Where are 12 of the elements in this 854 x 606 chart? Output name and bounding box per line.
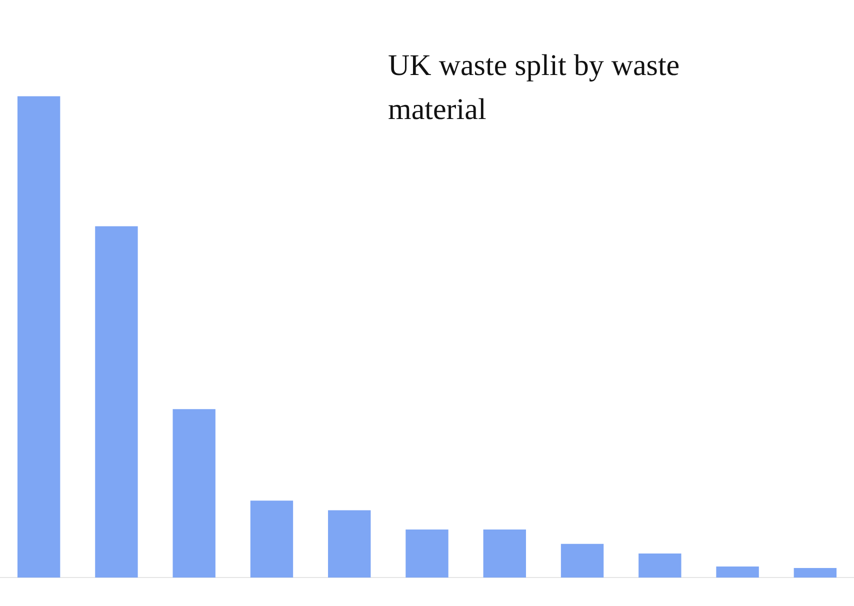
chart-title: UK waste split by waste material xyxy=(388,48,681,128)
bar xyxy=(17,96,60,578)
bar xyxy=(250,500,294,578)
bar xyxy=(172,409,216,578)
bar xyxy=(328,510,371,578)
bar xyxy=(483,529,526,578)
bar xyxy=(406,529,448,578)
bar xyxy=(638,554,682,578)
bar xyxy=(95,226,138,578)
bar xyxy=(560,544,604,578)
bar xyxy=(794,568,837,578)
bar xyxy=(716,566,759,578)
